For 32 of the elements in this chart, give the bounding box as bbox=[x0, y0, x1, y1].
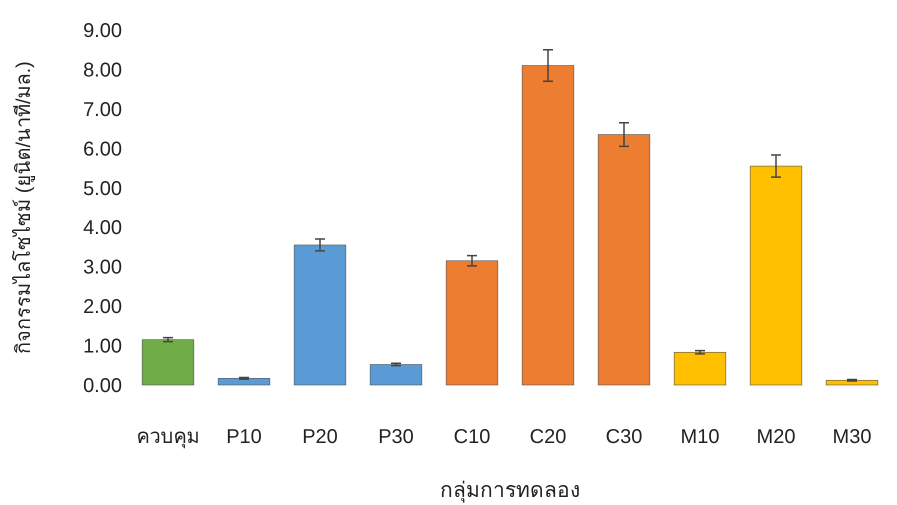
x-tick-label: ควบคุม bbox=[136, 426, 200, 449]
y-tick-label: 7.00 bbox=[83, 98, 122, 121]
y-tick-label: 5.00 bbox=[83, 178, 122, 200]
y-tick-label: 8.00 bbox=[83, 59, 122, 82]
y-axis-title: กิจกรรมไลโซไซม์ (ยูนิต/นาที/มล.) bbox=[12, 61, 36, 354]
bar bbox=[370, 364, 422, 386]
bar bbox=[826, 380, 878, 386]
bar bbox=[522, 65, 574, 386]
x-tick-label: M30 bbox=[832, 426, 872, 448]
x-tick-label: P20 bbox=[302, 426, 338, 448]
bar bbox=[750, 166, 802, 386]
bar bbox=[218, 378, 270, 386]
y-tick-label: 1.00 bbox=[83, 336, 122, 358]
x-tick-label: C10 bbox=[454, 426, 490, 448]
bar bbox=[674, 352, 726, 386]
y-tick-label: 9.00 bbox=[83, 20, 122, 42]
y-tick-label: 3.00 bbox=[83, 256, 122, 279]
y-tick-label: 6.00 bbox=[83, 138, 122, 160]
bar bbox=[294, 244, 346, 386]
y-tick-label: 0.00 bbox=[83, 375, 122, 397]
bar bbox=[446, 260, 498, 386]
y-tick-label: 2.00 bbox=[83, 296, 122, 318]
x-tick-label: P10 bbox=[226, 426, 262, 448]
x-tick-label: M10 bbox=[680, 426, 720, 448]
bar bbox=[142, 339, 194, 386]
x-tick-label: P30 bbox=[378, 426, 414, 448]
x-axis-title: กลุ่มการทดลอง bbox=[440, 479, 580, 503]
x-tick-label: M20 bbox=[756, 426, 796, 448]
x-tick-label: C20 bbox=[530, 426, 566, 448]
y-tick-label: 4.00 bbox=[83, 217, 122, 240]
x-tick-label: C30 bbox=[606, 426, 642, 448]
bar bbox=[598, 134, 650, 386]
